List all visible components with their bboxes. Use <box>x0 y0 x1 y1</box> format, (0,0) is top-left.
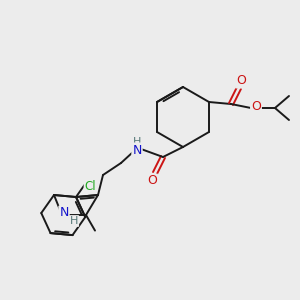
Text: Cl: Cl <box>85 180 96 193</box>
Text: O: O <box>251 100 261 113</box>
Text: O: O <box>236 74 246 88</box>
Text: H: H <box>70 216 78 226</box>
Text: O: O <box>147 175 157 188</box>
Text: N: N <box>59 206 69 220</box>
Text: N: N <box>132 143 142 157</box>
Text: H: H <box>133 137 141 147</box>
